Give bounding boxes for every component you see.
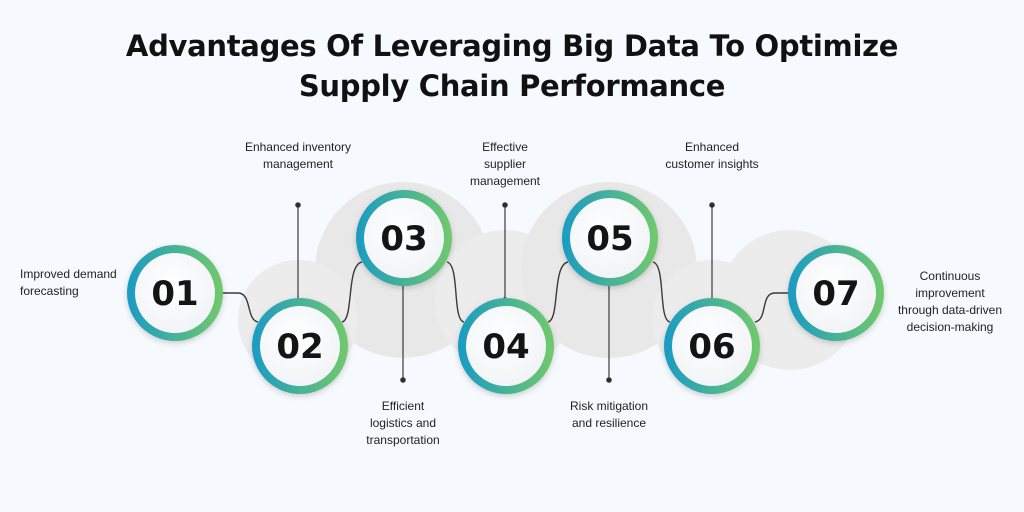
step-label-05-line-2: and resilience bbox=[571, 416, 647, 430]
connector-02-03 bbox=[341, 261, 363, 323]
connector-05-06 bbox=[652, 261, 671, 323]
step-label-05-line-1: Risk mitigation bbox=[569, 399, 649, 413]
node-06-number: 06 bbox=[688, 327, 735, 367]
step-label-04: Effective supplier management bbox=[455, 139, 555, 190]
step-label-07-line-3: through data-driven bbox=[897, 303, 1003, 317]
node-02-face bbox=[260, 306, 340, 386]
step-label-03-line-2: logistics and bbox=[369, 416, 437, 430]
page-title-line-2: Supply Chain Performance bbox=[298, 69, 726, 103]
node-01-face bbox=[135, 253, 215, 333]
node-connectors bbox=[223, 261, 790, 323]
node-04-number: 04 bbox=[482, 327, 529, 367]
pointer-02-dot-top bbox=[295, 202, 301, 208]
step-label-02-line-1: Enhanced inventory bbox=[244, 140, 352, 154]
connector-01-02 bbox=[223, 292, 259, 323]
step-label-04-line-3: management bbox=[469, 174, 541, 188]
pointer-06-dot-top bbox=[709, 202, 715, 208]
page-title-line-1: Advantages Of Leveraging Big Data To Opt… bbox=[125, 29, 899, 63]
node-03: 03 bbox=[356, 190, 452, 286]
pointer-04-dot-top bbox=[502, 202, 508, 208]
pointer-03-dot-bottom bbox=[400, 377, 406, 383]
node-03-number: 03 bbox=[380, 219, 427, 259]
step-label-02: Enhanced inventory management bbox=[238, 139, 358, 173]
connector-03-04 bbox=[446, 261, 465, 323]
node-07: 07 bbox=[788, 245, 884, 341]
step-label-01-line-1: Improved demand bbox=[20, 267, 117, 281]
step-label-03-line-3: transportation bbox=[366, 433, 440, 447]
step-label-07-line-2: improvement bbox=[915, 286, 985, 300]
node-05: 05 bbox=[562, 190, 658, 286]
node-07-face bbox=[796, 253, 876, 333]
node-06-face bbox=[672, 306, 752, 386]
connector-06-07 bbox=[754, 292, 790, 323]
node-01-number: 01 bbox=[151, 274, 198, 314]
node-05-face bbox=[570, 198, 650, 278]
step-label-02-line-2: management bbox=[262, 157, 334, 171]
connector-04-05 bbox=[547, 261, 569, 323]
node-03-face bbox=[364, 198, 444, 278]
node-02-number: 02 bbox=[276, 327, 323, 367]
node-05-number: 05 bbox=[586, 219, 633, 259]
step-label-04-line-2: supplier bbox=[483, 157, 527, 171]
step-label-07: Continuous improvement through data-driv… bbox=[888, 268, 1012, 336]
step-label-06-line-2: customer insights bbox=[665, 157, 759, 171]
step-label-07-line-4: decision-making bbox=[906, 320, 994, 334]
step-label-01-line-2: forecasting bbox=[20, 284, 79, 298]
step-label-05: Risk mitigation and resilience bbox=[554, 398, 664, 432]
node-02: 02 bbox=[252, 298, 348, 394]
node-01: 01 bbox=[127, 245, 223, 341]
step-label-06: Enhanced customer insights bbox=[650, 139, 774, 173]
page-title: Advantages Of Leveraging Big Data To Opt… bbox=[0, 26, 1024, 106]
step-label-03-line-1: Efficient bbox=[381, 399, 425, 413]
step-label-04-line-1: Effective bbox=[482, 140, 528, 154]
pointer-05-dot-bottom bbox=[606, 377, 612, 383]
node-04-face bbox=[466, 306, 546, 386]
step-label-07-line-1: Continuous bbox=[919, 269, 981, 283]
step-label-01: Improved demand forecasting bbox=[20, 266, 117, 300]
node-06: 06 bbox=[664, 298, 760, 394]
node-04: 04 bbox=[458, 298, 554, 394]
step-label-03: Efficient logistics and transportation bbox=[353, 398, 453, 449]
node-07-number: 07 bbox=[812, 274, 859, 314]
step-label-06-line-1: Enhanced bbox=[684, 140, 740, 154]
